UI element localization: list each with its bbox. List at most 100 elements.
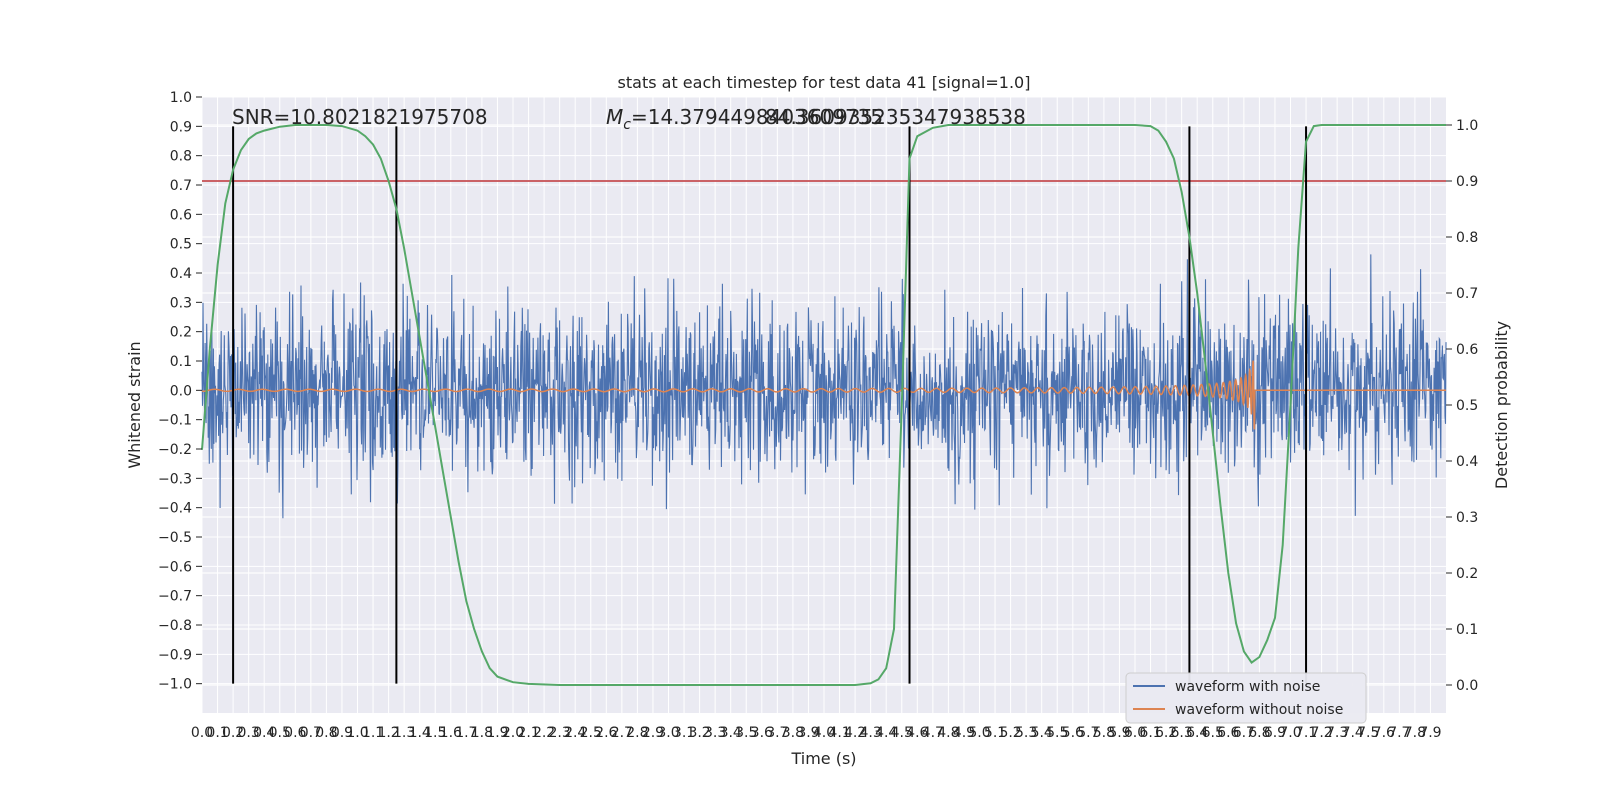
- x-tick-label: 0.2: [222, 725, 244, 741]
- x-tick-label: 7.3: [1326, 725, 1348, 741]
- chart-title: stats at each timestep for test data 41 …: [618, 73, 1031, 92]
- y2-tick-label: 0.7: [1456, 286, 1478, 302]
- y-tick-label: −0.7: [158, 589, 192, 605]
- x-tick-label: 5.8: [1093, 725, 1115, 741]
- x-tick-label: 7.9: [1419, 725, 1441, 741]
- y-tick-label: 0.4: [170, 266, 192, 282]
- y2-tick-label: 0.0: [1456, 678, 1478, 694]
- y-tick-label: −0.9: [158, 647, 192, 663]
- y2-tick-label: 0.2: [1456, 566, 1478, 582]
- x-tick-label: 6.1: [1139, 725, 1161, 741]
- series-detection-probability: [201, 124, 1446, 686]
- x-tick-label: 5.0: [968, 725, 990, 741]
- y-tick-label: 0.9: [170, 119, 192, 135]
- series-waveform-without-noise: [202, 360, 1446, 430]
- vertical-markers: [232, 126, 1308, 684]
- x-tick-label: 2.9: [642, 725, 664, 741]
- series-waveform-with-noise: [201, 254, 1447, 519]
- clean-waveform-path: [202, 360, 1446, 430]
- x-tick-label: 0.3: [238, 725, 260, 741]
- x-tick-label: 5.7: [1077, 725, 1099, 741]
- y-tick-label: 0.8: [170, 149, 192, 165]
- y-tick-label: 1.0: [170, 90, 192, 106]
- y-tick-label: −1.0: [158, 677, 192, 693]
- x-tick-label: 1.4: [409, 725, 431, 741]
- snr-annotation: SNR=10.8021821975708: [232, 105, 488, 129]
- y-tick-label: 0.0: [170, 383, 192, 399]
- x-axis-label: Time (s): [790, 749, 856, 768]
- x-tick-label: 7.4: [1342, 725, 1364, 741]
- x-tick-label: 0.9: [331, 725, 353, 741]
- x-tick-label: 7.5: [1357, 725, 1379, 741]
- x-tick-label: 4.6: [906, 725, 928, 741]
- x-tick-label: 3.9: [797, 725, 819, 741]
- x-tick-label: 3.6: [751, 725, 773, 741]
- x-tick-label: 2.7: [611, 725, 633, 741]
- y2-tick-label: 0.4: [1456, 454, 1478, 470]
- y2-tick-label: 0.5: [1456, 398, 1478, 414]
- x-tick-label: 6.4: [1186, 725, 1208, 741]
- x-tick-label: 6.3: [1171, 725, 1193, 741]
- mc-value: =14.3794498403609735: [631, 105, 883, 129]
- x-tick-label: 0.5: [269, 725, 291, 741]
- x-tick-label: 5.2: [999, 725, 1021, 741]
- x-tick-label: 6.5: [1202, 725, 1224, 741]
- y2-tick-label: 0.6: [1456, 342, 1478, 358]
- mc-annotation: Mc=14.3794498403609735: [606, 105, 883, 133]
- y-tick-label: −0.5: [158, 530, 192, 546]
- x-tick-label: 4.4: [875, 725, 897, 741]
- y-tick-label: −0.2: [158, 442, 192, 458]
- y-tick-label: −0.6: [158, 559, 192, 575]
- x-tick-label: 0.6: [284, 725, 306, 741]
- x-tick-label: 1.7: [455, 725, 477, 741]
- x-tick-label: 0.0: [191, 725, 213, 741]
- x-tick-labels: 0.00.10.20.30.40.50.60.70.80.91.01.11.21…: [191, 725, 1442, 741]
- x-tick-label: 3.7: [766, 725, 788, 741]
- x-tick-label: 4.0: [813, 725, 835, 741]
- x-tick-label: 1.8: [471, 725, 493, 741]
- x-tick-label: 5.3: [1015, 725, 1037, 741]
- x-tick-label: 4.8: [937, 725, 959, 741]
- x-tick-label: 3.5: [735, 725, 757, 741]
- y-axis-label: Whitened strain: [125, 341, 144, 468]
- x-tick-label: 1.6: [440, 725, 462, 741]
- x-tick-label: 5.5: [1046, 725, 1068, 741]
- x-tick-label: 7.0: [1279, 725, 1301, 741]
- x-tick-label: 7.8: [1404, 725, 1426, 741]
- x-tick-label: 0.8: [315, 725, 337, 741]
- x-tick-label: 2.5: [580, 725, 602, 741]
- x-tick-label: 2.6: [595, 725, 617, 741]
- x-tick-label: 5.1: [984, 725, 1006, 741]
- mc-subscript: c: [623, 117, 631, 133]
- x-tick-label: 1.3: [393, 725, 415, 741]
- x-tick-label: 2.0: [502, 725, 524, 741]
- y2-tick-label: 0.3: [1456, 510, 1478, 526]
- x-tick-label: 3.8: [782, 725, 804, 741]
- y-tick-label: 0.2: [170, 325, 192, 341]
- x-tick-label: 1.1: [362, 725, 384, 741]
- x-tick-label: 7.6: [1373, 725, 1395, 741]
- x-tick-label: 6.2: [1155, 725, 1177, 741]
- y2-tick-label: 1.0: [1456, 118, 1478, 134]
- x-tick-label: 2.8: [626, 725, 648, 741]
- y-tick-label: 0.7: [170, 178, 192, 194]
- x-tick-label: 6.7: [1233, 725, 1255, 741]
- x-tick-label: 6.8: [1248, 725, 1270, 741]
- y-tick-label: −0.4: [158, 501, 192, 517]
- mc-symbol: M: [606, 105, 623, 129]
- y2-tick-label: 0.1: [1456, 622, 1478, 638]
- x-tick-label: 4.2: [844, 725, 866, 741]
- y-tick-label: −0.1: [158, 413, 192, 429]
- y-tick-label: 0.6: [170, 207, 192, 223]
- x-tick-label: 2.1: [517, 725, 539, 741]
- x-tick-label: 3.0: [657, 725, 679, 741]
- x-tick-label: 5.4: [1031, 725, 1053, 741]
- y2-tick-label: 0.8: [1456, 230, 1478, 246]
- legend-box: [1125, 672, 1367, 724]
- x-tick-label: 6.6: [1217, 725, 1239, 741]
- x-tick-label: 6.9: [1264, 725, 1286, 741]
- y-tick-label: 0.5: [170, 237, 192, 253]
- legend: waveform with noise waveform without noi…: [1125, 672, 1367, 724]
- x-tick-label: 3.2: [688, 725, 710, 741]
- x-tick-label: 3.4: [720, 725, 742, 741]
